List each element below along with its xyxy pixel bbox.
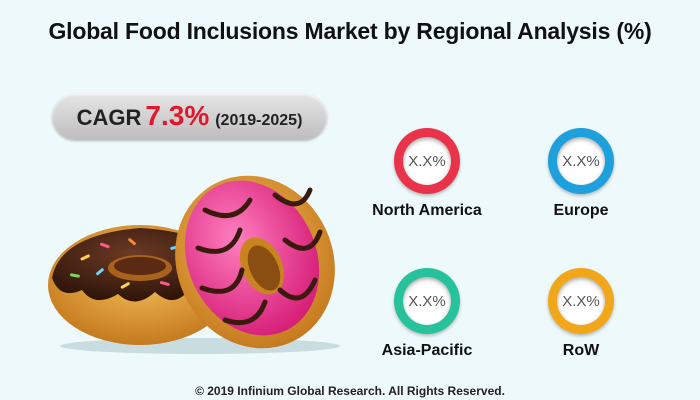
region-asia-pacific: X.X% Asia-Pacific xyxy=(352,268,502,360)
north-america-ring-icon: X.X% xyxy=(394,128,460,194)
asia-pacific-value: X.X% xyxy=(403,277,451,325)
region-row: X.X% RoW xyxy=(506,268,656,360)
copyright-footer: © 2019 Infinium Global Research. All Rig… xyxy=(195,384,505,398)
donut-shadow xyxy=(60,338,340,354)
europe-label: Europe xyxy=(553,202,609,219)
north-america-label: North America xyxy=(372,202,482,219)
cagr-period: (2019-2025) xyxy=(215,112,303,129)
cagr-badge: CAGR 7.3% (2019-2025) xyxy=(52,94,327,140)
cagr-label: CAGR xyxy=(76,105,142,130)
asia-pacific-ring-icon: X.X% xyxy=(394,268,460,334)
donuts-illustration xyxy=(48,175,340,354)
pink-donut xyxy=(175,175,335,349)
asia-pacific-label: Asia-Pacific xyxy=(381,342,473,359)
cagr-value: 7.3% xyxy=(145,100,210,131)
region-europe: X.X% Europe xyxy=(506,128,656,220)
europe-ring-icon: X.X% xyxy=(548,128,614,194)
region-north-america: X.X% North America xyxy=(352,128,502,220)
page-title: Global Food Inclusions Market by Regiona… xyxy=(48,18,652,44)
row-label: RoW xyxy=(562,342,600,359)
chocolate-drizzle xyxy=(195,187,323,326)
europe-value: X.X% xyxy=(557,137,605,185)
row-ring-icon: X.X% xyxy=(548,268,614,334)
row-value: X.X% xyxy=(557,277,605,325)
north-america-value: X.X% xyxy=(403,137,451,185)
